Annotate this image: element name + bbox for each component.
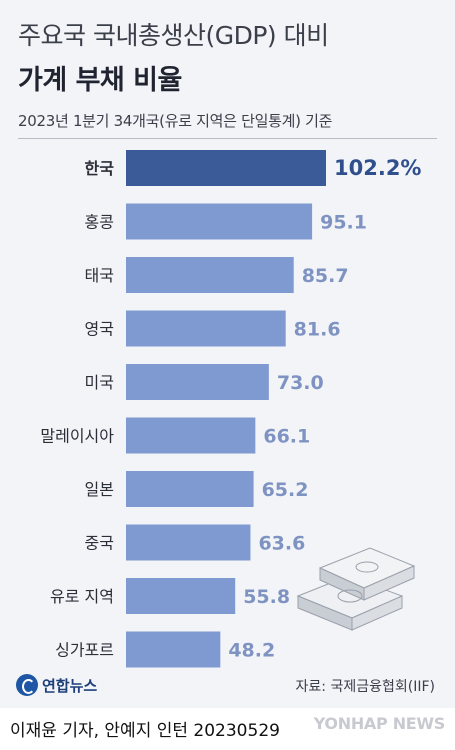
- chart-title-bold: 가계 부채 비율: [18, 65, 182, 96]
- value-label-2: 85.7: [302, 265, 349, 287]
- category-label-2: 태국: [85, 266, 114, 285]
- source-note: 자료: 국제금융협회(IIF): [295, 679, 435, 695]
- category-label-0: 한국: [85, 159, 115, 178]
- money-stack-icon: [296, 547, 416, 631]
- logo-text: 연합뉴스: [42, 676, 98, 695]
- value-label-1: 95.1: [320, 212, 367, 234]
- value-label-5: 66.1: [263, 426, 310, 448]
- value-label-3: 81.6: [294, 319, 341, 341]
- category-label-8: 유로 지역: [50, 587, 114, 606]
- bar-4: [126, 364, 269, 400]
- value-label-7: 63.6: [258, 533, 305, 555]
- bar-0: [126, 150, 326, 186]
- credit-line: 이재윤 기자, 안예지 인턴 20230529: [10, 721, 280, 741]
- bar-chart: 한국 102.2% 홍콩 95.1 태국 85.7 영국 81.6 미국 73.0 말레이시아 66.…: [40, 150, 421, 668]
- value-label-4: 73.0: [277, 372, 324, 394]
- bar-1: [126, 203, 313, 240]
- bar-8: [126, 578, 236, 614]
- category-label-9: 싱가포르: [55, 641, 114, 660]
- bar-6: [126, 471, 254, 507]
- value-label-6: 65.2: [262, 479, 309, 501]
- watermark: YONHAP NEWS: [313, 714, 446, 733]
- category-label-1: 홍콩: [85, 213, 114, 232]
- yonhap-logo: 연합뉴스: [16, 672, 97, 698]
- bar-9: [126, 631, 221, 668]
- category-label-3: 영국: [85, 320, 114, 339]
- category-label-5: 말레이시아: [40, 427, 114, 446]
- category-label-6: 일본: [85, 480, 114, 499]
- title-divider: [18, 138, 437, 139]
- category-label-4: 미국: [85, 373, 114, 392]
- bar-2: [126, 257, 294, 293]
- bar-7: [126, 524, 251, 561]
- value-label-8: 55.8: [243, 586, 290, 608]
- chart-title: 주요국 국내총생산(GDP) 대비: [18, 21, 329, 50]
- chart-subtitle: 2023년 1분기 34개국(유로 지역은 단일통계) 기준: [18, 112, 333, 130]
- yonhap-logo-icon: [16, 674, 38, 696]
- value-label-9: 48.2: [228, 640, 275, 662]
- value-label-0: 102.2%: [334, 156, 421, 180]
- category-label-7: 중국: [85, 534, 114, 553]
- bar-5: [126, 417, 256, 454]
- bar-3: [126, 310, 286, 347]
